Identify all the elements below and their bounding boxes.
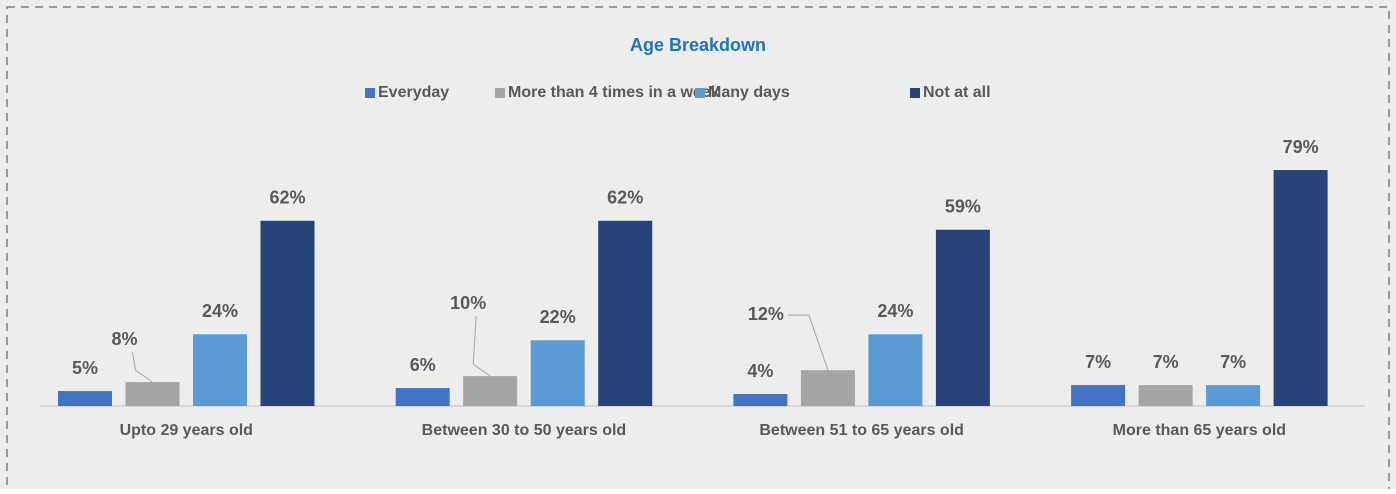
data-label: 4% — [747, 361, 773, 381]
bar — [598, 220, 653, 406]
legend-label: Not at all — [923, 84, 991, 101]
bar — [800, 370, 855, 406]
bar — [58, 391, 112, 406]
leader-line — [472, 316, 491, 377]
legend-swatch — [695, 88, 705, 98]
data-label: 7% — [1153, 352, 1179, 372]
data-label: 6% — [410, 355, 436, 375]
bar — [395, 388, 450, 406]
data-label: 62% — [269, 188, 305, 208]
x-tick-label: Upto 29 years old — [120, 422, 253, 439]
bar — [1273, 170, 1328, 406]
bar — [935, 229, 990, 406]
bar — [463, 376, 518, 406]
x-tick-label: Between 51 to 65 years old — [759, 422, 964, 439]
bar — [1206, 385, 1261, 406]
bar — [260, 220, 315, 406]
data-label: 79% — [1283, 137, 1319, 157]
legend-swatch — [910, 88, 920, 98]
data-label: 12% — [748, 304, 784, 324]
data-label: 62% — [607, 188, 643, 208]
legend-label: More than 4 times in a week — [508, 84, 720, 101]
data-label: 24% — [877, 301, 913, 321]
data-label: 7% — [1220, 352, 1246, 372]
data-label: 7% — [1085, 352, 1111, 372]
x-tick-label: More than 65 years old — [1113, 422, 1286, 439]
legend-label: Everyday — [378, 84, 449, 101]
data-label: 59% — [945, 196, 981, 216]
data-label: 5% — [72, 358, 98, 378]
bar — [530, 340, 585, 406]
frame — [6, 6, 1390, 494]
bar — [193, 334, 247, 406]
bar — [1138, 385, 1193, 406]
leader-line — [787, 314, 829, 371]
data-label: 8% — [111, 329, 137, 349]
legend-label: Many days — [708, 84, 790, 101]
data-label: 22% — [540, 307, 576, 327]
chart-title: Age Breakdown — [630, 35, 766, 55]
legend-swatch — [495, 88, 505, 98]
bar — [1071, 385, 1126, 406]
bar — [125, 382, 180, 406]
legend-swatch — [365, 88, 375, 98]
leader-line — [132, 352, 153, 383]
bar — [733, 394, 788, 406]
data-label: 10% — [450, 293, 486, 313]
bar — [868, 334, 923, 406]
x-tick-label: Between 30 to 50 years old — [422, 422, 627, 439]
data-label: 24% — [202, 301, 238, 321]
